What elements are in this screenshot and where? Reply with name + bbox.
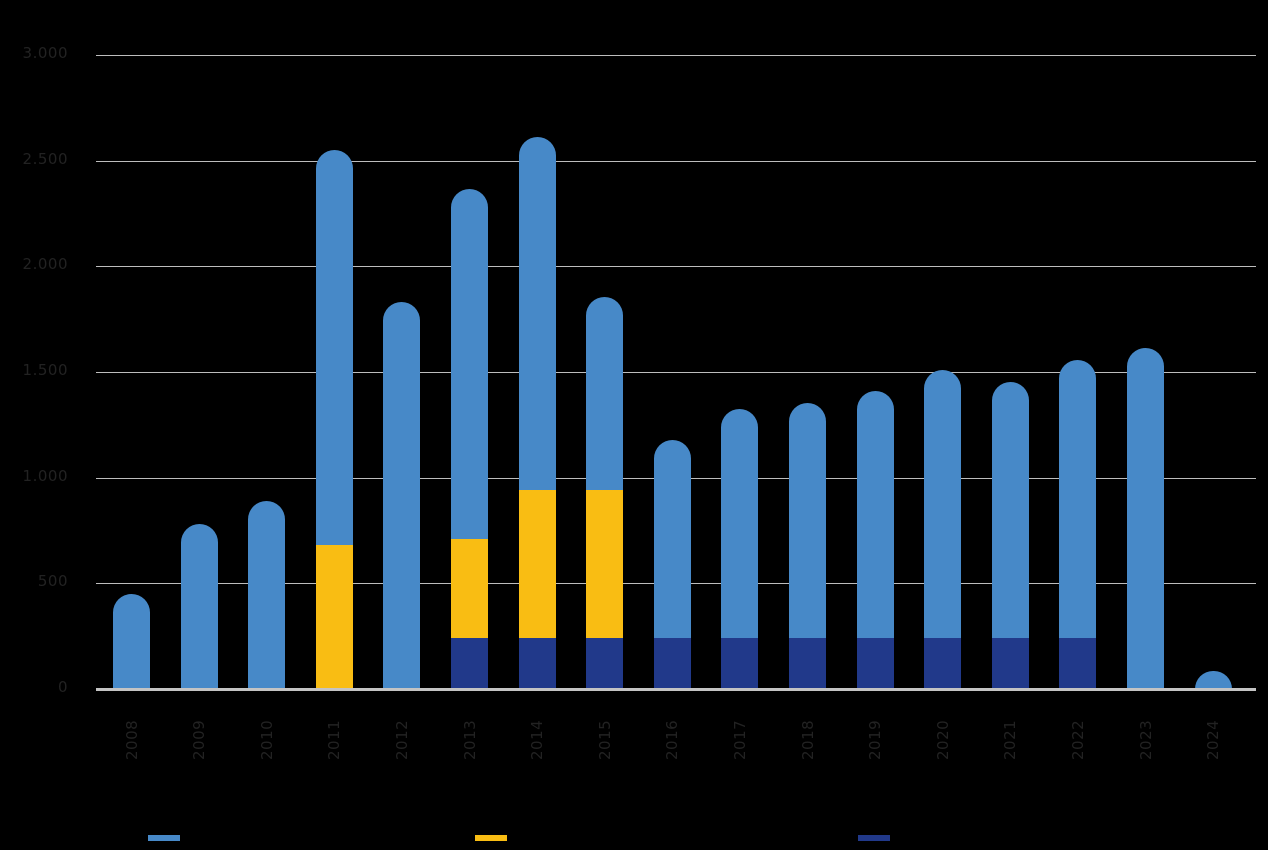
bar-segment [451, 638, 488, 689]
x-tick-label: 2009 [190, 719, 209, 760]
bar-segment [991, 381, 1029, 639]
bar-2021 [991, 381, 1029, 689]
bar-segment [518, 137, 556, 491]
x-tick-label: 2016 [663, 719, 682, 760]
x-tick-label: 2010 [257, 719, 276, 760]
bar-segment [518, 490, 556, 639]
bar-segment [383, 302, 421, 689]
bar-segment [924, 638, 962, 689]
bar-segment [721, 638, 759, 689]
bar-segment [1194, 671, 1232, 689]
y-tick-label: 1.000 [22, 466, 68, 485]
x-tick-label: 2011 [325, 719, 344, 760]
bar-2015 [586, 297, 624, 689]
bar-segment [653, 638, 691, 689]
y-tick-label: 3.000 [22, 44, 68, 62]
bar-2020 [924, 369, 962, 689]
legend-item [148, 835, 188, 841]
y-tick-label: 1.500 [22, 361, 68, 379]
bar-segment [1059, 638, 1097, 689]
bar-segment [586, 490, 624, 639]
bar-segment [653, 439, 691, 639]
y-tick-label: 2.000 [22, 255, 68, 274]
x-tick-label: 2015 [595, 719, 614, 760]
x-tick-label: 2012 [392, 719, 411, 760]
bar-segment [1059, 360, 1097, 639]
bar-segment [721, 409, 759, 639]
bar-2016 [653, 439, 691, 689]
x-tick-label: 2023 [1136, 719, 1155, 760]
bar-segment [518, 638, 556, 689]
bar-2013 [451, 189, 488, 689]
bar-segment [856, 638, 894, 689]
x-tick-label: 2020 [933, 719, 952, 760]
bar-2011 [315, 150, 353, 689]
bar-2024 [1194, 671, 1232, 689]
bar-segment [248, 500, 286, 689]
y-tick-label: 0 [57, 678, 68, 696]
bar-segment [789, 638, 826, 689]
bar-segment [451, 189, 488, 539]
x-tick-label: 2018 [798, 719, 817, 760]
gridline [96, 372, 1256, 373]
legend-item [858, 835, 898, 841]
bar-segment [789, 402, 826, 639]
bar-segment [451, 538, 488, 639]
x-axis-line [96, 688, 1256, 691]
bar-segment [315, 150, 353, 546]
y-tick-label: 2.500 [22, 149, 68, 168]
y-tick-label: 500 [37, 572, 68, 591]
legend-item [475, 835, 515, 841]
x-tick-label: 2013 [460, 719, 479, 760]
bar-segment [991, 638, 1029, 689]
x-tick-label: 2022 [1068, 719, 1087, 760]
x-tick-label: 2017 [730, 719, 749, 760]
gridline [96, 55, 1256, 56]
bar-2018 [789, 402, 826, 689]
bar-2008 [113, 593, 150, 689]
bar-2012 [383, 302, 421, 689]
bar-segment [1127, 347, 1164, 689]
bar-segment [586, 638, 624, 689]
bar-2009 [180, 524, 218, 689]
gridline [96, 161, 1256, 162]
legend-swatch [475, 835, 507, 841]
bar-segment [586, 297, 624, 491]
bar-2022 [1059, 360, 1097, 689]
bar-2017 [721, 409, 759, 689]
legend-swatch [148, 835, 180, 841]
x-tick-label: 2024 [1204, 719, 1223, 760]
bar-2019 [856, 391, 894, 689]
gridline [96, 266, 1256, 267]
bar-2010 [248, 500, 286, 689]
bar-segment [315, 545, 353, 689]
bar-2023 [1127, 347, 1164, 689]
x-tick-label: 2008 [122, 719, 141, 760]
legend-swatch [858, 835, 890, 841]
bar-segment [113, 593, 150, 689]
x-tick-label: 2019 [866, 719, 885, 760]
x-tick-label: 2021 [1001, 719, 1020, 760]
x-tick-label: 2014 [528, 719, 547, 760]
bar-2014 [518, 137, 556, 689]
bar-segment [180, 524, 218, 689]
bar-segment [856, 391, 894, 639]
bar-segment [924, 369, 962, 639]
